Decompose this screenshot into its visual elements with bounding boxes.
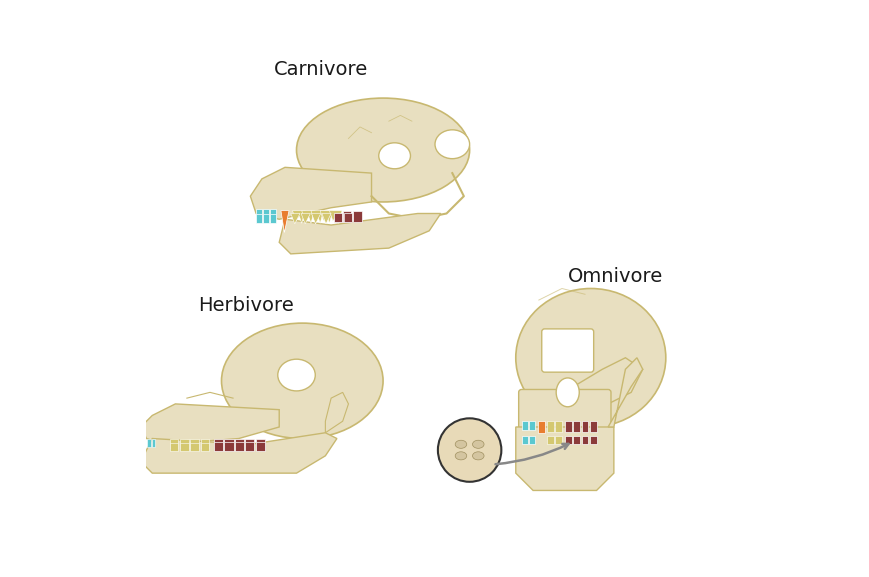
FancyBboxPatch shape [180, 443, 189, 451]
Polygon shape [141, 404, 279, 444]
FancyBboxPatch shape [245, 442, 254, 451]
FancyBboxPatch shape [528, 421, 534, 430]
Polygon shape [292, 211, 305, 223]
FancyBboxPatch shape [180, 439, 189, 448]
FancyBboxPatch shape [151, 439, 155, 447]
Ellipse shape [296, 98, 469, 202]
Polygon shape [515, 427, 614, 490]
FancyBboxPatch shape [169, 439, 178, 448]
FancyBboxPatch shape [147, 439, 150, 447]
FancyBboxPatch shape [235, 439, 243, 449]
FancyBboxPatch shape [214, 439, 223, 449]
FancyBboxPatch shape [541, 329, 593, 372]
Polygon shape [279, 213, 441, 254]
Ellipse shape [515, 288, 665, 427]
Ellipse shape [555, 378, 579, 407]
FancyBboxPatch shape [547, 421, 554, 432]
FancyBboxPatch shape [214, 442, 223, 451]
FancyBboxPatch shape [342, 211, 351, 222]
Polygon shape [301, 213, 310, 224]
Ellipse shape [472, 452, 483, 460]
FancyBboxPatch shape [589, 421, 596, 432]
Polygon shape [310, 211, 323, 223]
Text: Omnivore: Omnivore [567, 268, 662, 286]
Polygon shape [607, 358, 642, 427]
Polygon shape [141, 433, 336, 473]
FancyBboxPatch shape [269, 209, 275, 221]
FancyBboxPatch shape [262, 214, 269, 223]
FancyBboxPatch shape [224, 439, 234, 449]
Polygon shape [290, 213, 300, 224]
FancyBboxPatch shape [537, 421, 544, 433]
Polygon shape [322, 213, 331, 224]
FancyBboxPatch shape [262, 209, 269, 221]
FancyBboxPatch shape [528, 436, 534, 444]
FancyBboxPatch shape [573, 436, 580, 444]
FancyBboxPatch shape [589, 436, 596, 444]
FancyBboxPatch shape [245, 439, 254, 449]
FancyBboxPatch shape [201, 443, 209, 451]
Ellipse shape [454, 440, 466, 448]
FancyBboxPatch shape [353, 211, 362, 222]
FancyBboxPatch shape [169, 443, 178, 451]
FancyBboxPatch shape [547, 436, 554, 444]
FancyBboxPatch shape [554, 421, 561, 432]
Polygon shape [302, 211, 314, 223]
FancyBboxPatch shape [521, 421, 527, 430]
FancyBboxPatch shape [224, 442, 234, 451]
FancyBboxPatch shape [190, 439, 199, 448]
FancyBboxPatch shape [343, 213, 351, 222]
Ellipse shape [378, 143, 410, 169]
Polygon shape [281, 211, 289, 233]
FancyBboxPatch shape [334, 213, 342, 222]
FancyBboxPatch shape [554, 436, 561, 444]
FancyBboxPatch shape [565, 421, 572, 432]
Ellipse shape [277, 359, 315, 391]
Ellipse shape [472, 440, 483, 448]
FancyBboxPatch shape [235, 442, 243, 451]
FancyBboxPatch shape [255, 209, 262, 221]
FancyBboxPatch shape [580, 436, 587, 444]
Polygon shape [325, 392, 348, 433]
Text: Carnivore: Carnivore [273, 60, 368, 78]
FancyBboxPatch shape [269, 214, 275, 223]
FancyBboxPatch shape [255, 214, 262, 223]
FancyBboxPatch shape [255, 439, 264, 449]
FancyBboxPatch shape [521, 436, 527, 444]
FancyBboxPatch shape [573, 421, 580, 432]
FancyBboxPatch shape [190, 443, 199, 451]
Polygon shape [329, 211, 342, 223]
FancyBboxPatch shape [565, 436, 572, 444]
FancyBboxPatch shape [201, 439, 209, 448]
Ellipse shape [434, 130, 469, 159]
Polygon shape [311, 213, 321, 224]
Circle shape [437, 418, 501, 482]
Ellipse shape [222, 323, 382, 439]
Polygon shape [573, 358, 642, 404]
FancyBboxPatch shape [518, 389, 610, 430]
Polygon shape [250, 167, 371, 219]
Text: Herbivore: Herbivore [198, 297, 294, 315]
FancyBboxPatch shape [255, 442, 264, 451]
FancyBboxPatch shape [580, 421, 587, 432]
Polygon shape [320, 211, 333, 223]
Ellipse shape [454, 452, 466, 460]
